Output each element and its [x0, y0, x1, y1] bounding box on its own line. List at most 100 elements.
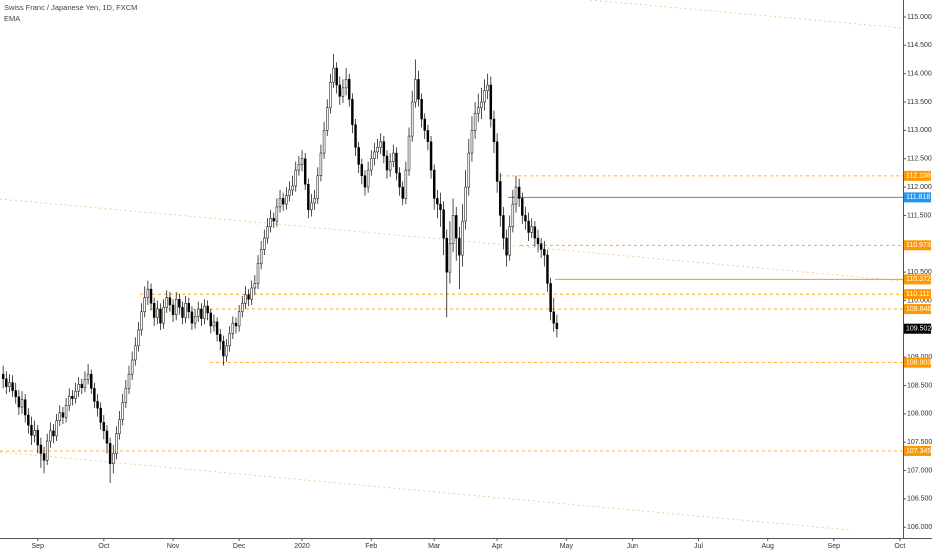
candle-body — [39, 444, 43, 454]
x-tick-label: 2020 — [294, 543, 310, 550]
candle-body — [256, 263, 260, 284]
candle-body — [99, 407, 102, 423]
y-tick-label: 109.000 — [907, 354, 932, 361]
candle-body — [137, 329, 140, 347]
level-label: 112.198 — [906, 173, 931, 180]
candle-body — [470, 130, 474, 154]
candle-body — [303, 158, 307, 185]
candle-body — [530, 226, 533, 233]
level-label-bg — [904, 357, 931, 368]
candle-body — [458, 237, 461, 256]
candle-body — [121, 402, 124, 420]
y-tick-label: 111.500 — [907, 212, 931, 219]
y-tick-label: 108.500 — [907, 382, 932, 389]
candle-body — [127, 373, 131, 389]
candle-body — [442, 209, 445, 239]
candle-body — [325, 107, 329, 131]
candle-body — [486, 84, 489, 91]
candle-body — [499, 181, 502, 216]
candle-body — [222, 341, 225, 357]
indicator-label: EMA — [4, 14, 20, 23]
candle-body — [250, 287, 253, 300]
level-label: 109.848 — [906, 306, 931, 313]
candle-body — [64, 405, 68, 418]
chart-title: Swiss Franc / Japanese Yen, 1D, FXCM — [4, 3, 137, 12]
candle-body — [209, 312, 213, 327]
y-tick-label: 115.000 — [907, 14, 932, 21]
candle-body — [495, 141, 499, 182]
candle-body — [278, 198, 282, 208]
candle-body — [294, 169, 297, 187]
candle-body — [42, 453, 46, 461]
candle-body — [8, 382, 11, 387]
candle-body — [212, 321, 216, 327]
candle-body — [11, 382, 14, 391]
candle-body — [436, 198, 439, 205]
candle-body — [20, 399, 24, 408]
candle-body — [61, 412, 65, 418]
candle-body — [344, 79, 348, 89]
candle-body — [146, 288, 150, 298]
candle-body — [159, 308, 162, 324]
x-tick-label: Apr — [492, 543, 504, 550]
y-tick-label: 114.000 — [907, 71, 932, 78]
candle-body — [360, 164, 364, 176]
candle-body — [187, 303, 191, 313]
candle-body — [316, 175, 320, 199]
candle-body — [90, 373, 93, 389]
candle-body — [272, 218, 275, 222]
x-tick-label: Sep — [32, 543, 45, 550]
x-tick-label: Oct — [98, 543, 109, 550]
candle-body — [480, 101, 483, 108]
candle-body — [162, 307, 165, 324]
candle-body — [17, 396, 21, 408]
candle-body — [275, 206, 279, 222]
candle-body — [543, 249, 546, 256]
candle-body — [492, 118, 496, 142]
candle-body — [36, 430, 39, 446]
candle-body — [502, 215, 505, 239]
candle-body — [143, 297, 146, 313]
x-tick-label: Mar — [428, 543, 441, 550]
y-tick-label: 106.500 — [907, 496, 932, 503]
candle-body — [266, 226, 269, 239]
candle-body — [67, 396, 71, 406]
candle-body — [241, 303, 244, 313]
candle-body — [335, 67, 338, 86]
candle-body — [348, 79, 351, 100]
candle-body — [93, 388, 96, 402]
candle-body — [247, 294, 250, 300]
candle-body — [171, 304, 175, 315]
candle-body — [156, 308, 159, 318]
candle-body — [445, 237, 449, 273]
last-price-bg — [904, 323, 931, 334]
y-tick-label: 110.000 — [907, 297, 932, 304]
candle-body — [370, 158, 373, 171]
candle-body — [536, 237, 540, 245]
candle-body — [124, 388, 128, 403]
candle-body — [527, 220, 530, 233]
candle-body — [332, 67, 335, 83]
last-price-label: 109.502 — [906, 326, 931, 333]
level-label-bg — [904, 274, 931, 285]
candle-body — [357, 147, 360, 165]
candle-body — [395, 152, 398, 174]
candle-body — [366, 169, 370, 188]
candle-body — [178, 299, 181, 308]
x-tick-label: Dec — [233, 543, 246, 550]
candle-body — [244, 294, 247, 304]
y-tick-label: 106.000 — [907, 524, 932, 531]
y-tick-label: 112.500 — [907, 156, 932, 163]
candle-body — [285, 195, 288, 205]
x-tick-label: Jun — [627, 543, 638, 550]
candle-body — [454, 215, 458, 239]
candle-body — [190, 311, 194, 324]
candle-body — [307, 183, 310, 211]
level-label: 110.372 — [906, 276, 931, 283]
candle-body — [74, 390, 77, 399]
candle-body — [410, 101, 414, 137]
candle-body — [225, 345, 228, 357]
levels — [0, 175, 903, 452]
trendline — [0, 451, 851, 531]
candle-body — [489, 84, 493, 120]
